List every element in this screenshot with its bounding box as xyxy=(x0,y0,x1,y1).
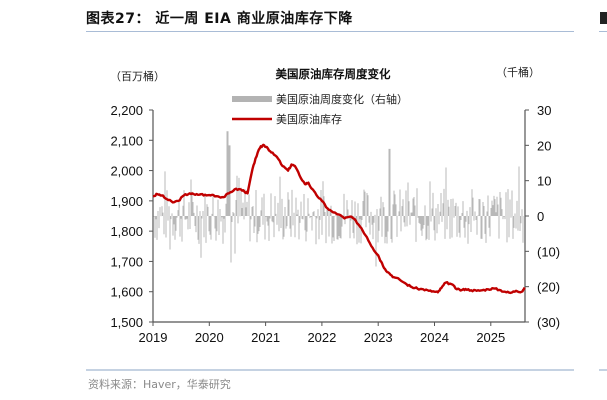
legend-bar-label: 美国原油周度变化（右轴） xyxy=(276,92,408,106)
x-tick-label: 2019 xyxy=(139,330,168,345)
legend-bar-swatch xyxy=(232,96,272,102)
adjacent-source-divider xyxy=(599,369,607,371)
right-tick-label: 30 xyxy=(537,103,551,118)
left-tick-label: 2,100 xyxy=(110,133,143,148)
left-axis-unit: （百万桶） xyxy=(110,69,165,83)
x-tick-label: 2022 xyxy=(307,330,336,345)
x-tick-label: 2023 xyxy=(364,330,393,345)
adjacent-figure-fragment xyxy=(600,12,607,24)
left-tick-label: 1,700 xyxy=(110,254,143,269)
legend: 美国原油周度变化（右轴） 美国原油库存 xyxy=(232,92,408,126)
left-tick-label: 2,200 xyxy=(110,103,143,118)
x-tick-label: 2025 xyxy=(476,330,505,345)
x-tick-label: 2020 xyxy=(195,330,224,345)
right-tick-label: 0 xyxy=(537,209,544,224)
title-divider xyxy=(86,31,574,32)
source-note: 资料来源：Haver，华泰研究 xyxy=(88,378,231,391)
right-tick-label: (30) xyxy=(537,315,560,330)
left-tick-label: 2,000 xyxy=(110,164,143,179)
chart-title: 美国原油库存周度变化 xyxy=(276,67,391,81)
left-tick-label: 1,600 xyxy=(110,285,143,300)
left-tick-label: 1,500 xyxy=(110,315,143,330)
source-divider xyxy=(86,369,574,371)
right-tick-label: 10 xyxy=(537,174,551,189)
x-tick-label: 2021 xyxy=(251,330,280,345)
figure-title: 图表27： 近一周 EIA 商业原油库存下降 xyxy=(86,11,353,27)
left-tick-label: 1,800 xyxy=(110,224,143,239)
right-tick-label: (20) xyxy=(537,280,560,295)
legend-line-label: 美国原油库存 xyxy=(276,112,342,126)
right-tick-label: 20 xyxy=(537,138,551,153)
axes: 2,200 2,100 2,000 1,900 1,800 1,700 1,600 1,500… xyxy=(110,103,560,345)
x-tick-label: 2024 xyxy=(420,330,449,345)
right-axis-unit: （千桶） xyxy=(496,65,540,79)
right-tick-label: (10) xyxy=(537,244,560,259)
adjacent-divider xyxy=(599,31,607,32)
weekly-change-bars xyxy=(153,131,524,267)
left-tick-label: 1,900 xyxy=(110,194,143,209)
inventory-line xyxy=(152,143,526,295)
